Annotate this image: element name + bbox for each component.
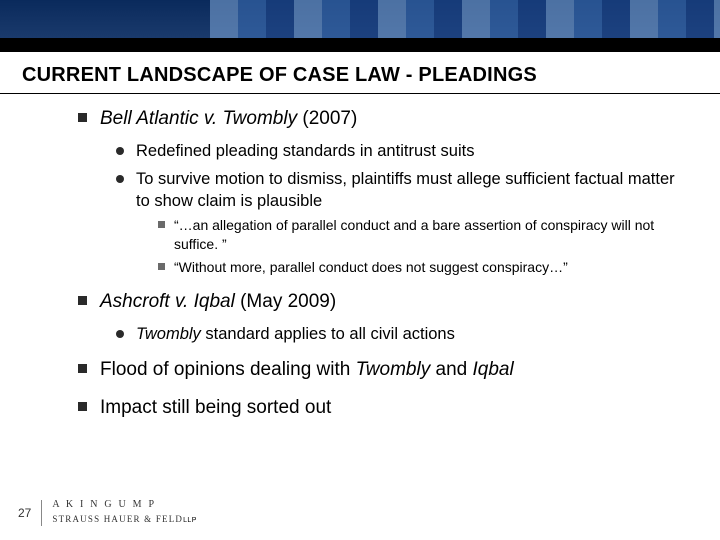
case-year: (May 2009) [235, 291, 336, 312]
bullet-iqbal: Ashcroft v. Iqbal (May 2009) Twombly sta… [78, 289, 680, 345]
case-name: Bell Atlantic v. Twombly [100, 108, 297, 129]
quote-bullet: “Without more, parallel conduct does not… [158, 258, 680, 277]
firm-logo: A K I N G U M P STRAUSS HAUER & FELDLLP [52, 500, 196, 526]
bullet-head: Bell Atlantic v. Twombly (2007) [100, 106, 680, 132]
bullet-text: Flood of opinions dealing with Twombly a… [100, 359, 514, 380]
bullet-twombly: Bell Atlantic v. Twombly (2007) Redefine… [78, 106, 680, 277]
sub-bullet: Twombly standard applies to all civil ac… [116, 323, 680, 345]
logo-line-1: A K I N G U M P [52, 500, 196, 510]
bullet-impact: Impact still being sorted out [78, 395, 680, 421]
slide-title: CURRENT LANDSCAPE OF CASE LAW - PLEADING… [0, 52, 720, 94]
footer-divider [41, 500, 42, 526]
text-pre: Flood of opinions dealing with [100, 359, 356, 380]
logo-line-2-wrap: STRAUSS HAUER & FELDLLP [52, 510, 196, 526]
slide-footer: 27 A K I N G U M P STRAUSS HAUER & FELDL… [0, 500, 720, 526]
sub-bullet-rest: standard applies to all civil actions [201, 325, 455, 343]
black-bar [0, 38, 720, 52]
bullet-list: Bell Atlantic v. Twombly (2007) Redefine… [78, 106, 680, 420]
sub-list: Redefined pleading standards in antitrus… [116, 140, 680, 277]
sub-bullet: Redefined pleading standards in antitrus… [116, 140, 680, 162]
case-year: (2007) [297, 108, 357, 129]
sub-list: Twombly standard applies to all civil ac… [116, 323, 680, 345]
sub-bullet-text: To survive motion to dismiss, plaintiffs… [136, 170, 675, 210]
case-name: Ashcroft v. Iqbal [100, 291, 235, 312]
text-mid: and [430, 359, 472, 380]
subsub-list: “…an allegation of parallel conduct and … [158, 216, 680, 277]
bullet-flood: Flood of opinions dealing with Twombly a… [78, 357, 680, 383]
top-banner [0, 0, 720, 38]
sub-bullet: To survive motion to dismiss, plaintiffs… [116, 168, 680, 277]
logo-line-2: STRAUSS HAUER & FELD [52, 514, 183, 524]
italic-word: Iqbal [472, 359, 513, 380]
bullet-head: Ashcroft v. Iqbal (May 2009) [100, 289, 680, 315]
page-number: 27 [18, 506, 31, 520]
bullet-text: Impact still being sorted out [100, 397, 331, 418]
logo-suffix: LLP [183, 517, 197, 524]
slide: CURRENT LANDSCAPE OF CASE LAW - PLEADING… [0, 0, 720, 540]
italic-word: Twombly [356, 359, 431, 380]
italic-word: Twombly [136, 325, 201, 343]
quote-bullet: “…an allegation of parallel conduct and … [158, 216, 680, 254]
slide-body: Bell Atlantic v. Twombly (2007) Redefine… [0, 100, 720, 420]
